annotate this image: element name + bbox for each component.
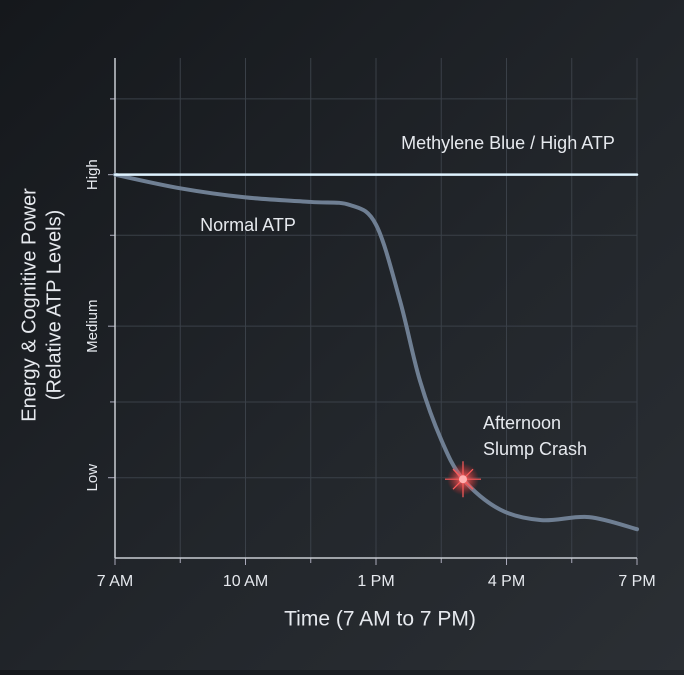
x-tick-label: 7 AM xyxy=(97,573,133,590)
annotation-text: Afternoon xyxy=(483,413,561,433)
x-tick-label: 1 PM xyxy=(357,573,394,590)
annotation-core xyxy=(459,475,467,484)
y-axis-label: (Relative ATP Levels) xyxy=(43,210,65,400)
x-tick-label: 10 AM xyxy=(223,573,268,590)
series-line xyxy=(113,172,639,532)
x-tick-label: 7 PM xyxy=(618,573,655,590)
x-tick-label: 4 PM xyxy=(488,573,525,590)
series-label: Methylene Blue / High ATP xyxy=(401,133,615,153)
y-tick-label: Medium xyxy=(84,300,101,353)
x-axis-label: Time (7 AM to 7 PM) xyxy=(284,608,476,631)
series-label: Normal ATP xyxy=(200,215,296,235)
y-tick-label: Low xyxy=(84,464,101,492)
annotation-text: Slump Crash xyxy=(483,439,587,459)
y-tick-label: High xyxy=(84,159,101,190)
y-axis-label: Energy & Cognitive Power xyxy=(18,188,40,422)
